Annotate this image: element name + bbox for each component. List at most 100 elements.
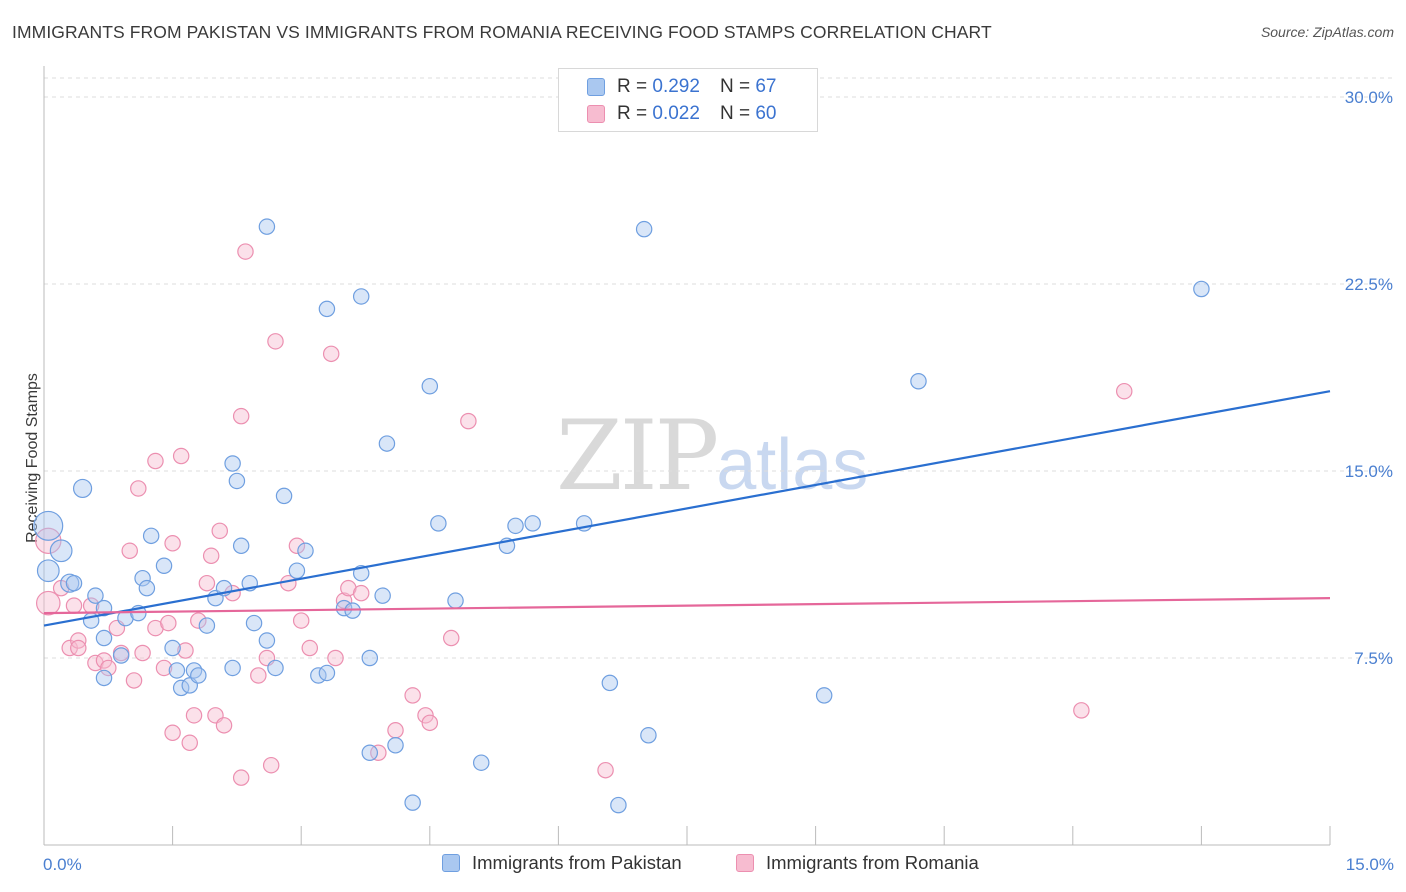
romania-point bbox=[125, 672, 143, 689]
romania-point bbox=[597, 761, 614, 779]
pakistan-point bbox=[95, 629, 113, 647]
romania-point bbox=[404, 687, 421, 704]
romania-point bbox=[1073, 702, 1090, 719]
pakistan-point bbox=[361, 649, 379, 667]
romania-point bbox=[177, 642, 194, 659]
romania-legend-label: Immigrants from Romania bbox=[766, 852, 979, 873]
pakistan-point bbox=[224, 455, 241, 472]
legend-item-romania[interactable]: Immigrants from Romania bbox=[736, 852, 979, 874]
pakistan-point bbox=[910, 372, 927, 390]
pakistan-point bbox=[33, 510, 64, 541]
legend-row-pakistan: R = 0.292 N = 67 bbox=[587, 75, 776, 99]
watermark-atlas: atlas bbox=[716, 425, 869, 505]
romania-n-value: 60 bbox=[755, 103, 777, 124]
pakistan-point bbox=[258, 632, 276, 649]
pakistan-point bbox=[1193, 280, 1210, 298]
pakistan-point bbox=[610, 796, 627, 814]
source-credit: Source: ZipAtlas.com bbox=[1260, 24, 1394, 40]
pakistan-point bbox=[49, 539, 73, 563]
pakistan-point bbox=[168, 662, 186, 679]
romania-point bbox=[237, 243, 254, 260]
x-tick-label-max: 15.0% bbox=[1346, 855, 1394, 874]
series-legend: Immigrants from Pakistan Immigrants from… bbox=[0, 852, 1406, 878]
chart-title: IMMIGRANTS FROM PAKISTAN VS IMMIGRANTS F… bbox=[12, 22, 992, 42]
romania-point bbox=[460, 412, 477, 430]
pakistan-point bbox=[65, 574, 83, 592]
romania-point bbox=[370, 744, 387, 761]
romania-point bbox=[421, 714, 439, 732]
pakistan-point bbox=[318, 300, 336, 318]
romania-point bbox=[322, 345, 340, 363]
romania-point bbox=[147, 452, 164, 470]
pakistan-point bbox=[112, 647, 130, 664]
pakistan-point bbox=[142, 527, 160, 545]
correlation-legend: R = 0.292 N = 67 R = 0.022 N = 60 bbox=[558, 68, 818, 132]
pakistan-point bbox=[87, 587, 104, 604]
pakistan-point bbox=[361, 744, 379, 761]
romania-point bbox=[292, 612, 310, 629]
romania-point bbox=[288, 537, 306, 555]
romania-point bbox=[134, 644, 151, 662]
romania-point bbox=[202, 547, 220, 565]
pakistan-point bbox=[297, 542, 314, 560]
pakistan-point bbox=[190, 667, 207, 684]
pakistan-point bbox=[318, 664, 336, 682]
pakistan-point bbox=[524, 515, 541, 532]
romania-point bbox=[442, 629, 460, 647]
pakistan-point bbox=[228, 472, 246, 490]
y-tick-label: 7.5% bbox=[1354, 649, 1393, 668]
romania-point bbox=[211, 522, 229, 540]
r-label: R = bbox=[617, 76, 648, 97]
romania-point bbox=[155, 659, 173, 677]
romania-point bbox=[250, 667, 267, 684]
romania-point bbox=[164, 535, 181, 552]
pakistan-point bbox=[134, 569, 151, 587]
pakistan-legend-swatch bbox=[442, 854, 460, 872]
romania-point bbox=[198, 574, 216, 592]
pakistan-point bbox=[245, 614, 263, 632]
pakistan-trend-line bbox=[43, 390, 1331, 627]
pakistan-point bbox=[232, 537, 250, 555]
romania-point bbox=[301, 639, 319, 657]
legend-row-romania: R = 0.022 N = 60 bbox=[587, 102, 776, 126]
pakistan-point bbox=[601, 674, 619, 692]
pakistan-point bbox=[275, 487, 293, 505]
romania-point bbox=[262, 756, 280, 774]
y-axis-label: Receiving Food Stamps bbox=[24, 373, 41, 543]
pakistan-point bbox=[404, 794, 421, 811]
romania-point bbox=[121, 542, 138, 560]
watermark-zip: ZIP bbox=[556, 400, 719, 512]
y-tick-label: 15.0% bbox=[1345, 462, 1393, 481]
romania-point bbox=[1115, 382, 1133, 400]
pakistan-point bbox=[155, 557, 173, 574]
pakistan-point bbox=[267, 659, 284, 677]
pakistan-n-value: 67 bbox=[755, 76, 777, 97]
pakistan-point bbox=[352, 288, 370, 305]
y-tick-label: 30.0% bbox=[1345, 88, 1393, 107]
romania-point bbox=[130, 480, 147, 497]
romania-point bbox=[267, 333, 284, 350]
pakistan-point bbox=[288, 562, 306, 579]
pakistan-point bbox=[378, 435, 396, 452]
pakistan-point bbox=[60, 573, 80, 593]
pakistan-point bbox=[472, 754, 490, 771]
r-label: R = bbox=[617, 103, 648, 124]
pakistan-r-value: 0.292 bbox=[652, 76, 700, 97]
romania-point bbox=[35, 590, 61, 616]
romania-r-value: 0.022 bbox=[652, 103, 700, 124]
legend-item-pakistan[interactable]: Immigrants from Pakistan bbox=[442, 852, 682, 874]
romania-point bbox=[172, 447, 190, 465]
romania-point bbox=[164, 724, 181, 742]
romania-point bbox=[181, 734, 198, 752]
pakistan-point bbox=[640, 727, 657, 744]
pakistan-point bbox=[164, 639, 181, 657]
romania-point bbox=[352, 584, 370, 602]
y-tick-label: 22.5% bbox=[1345, 275, 1393, 294]
pakistan-point bbox=[72, 478, 93, 499]
pakistan-point bbox=[507, 517, 524, 535]
pakistan-swatch bbox=[587, 78, 605, 96]
pakistan-point bbox=[387, 737, 404, 754]
romania-point bbox=[185, 707, 203, 724]
pakistan-point bbox=[447, 592, 464, 609]
